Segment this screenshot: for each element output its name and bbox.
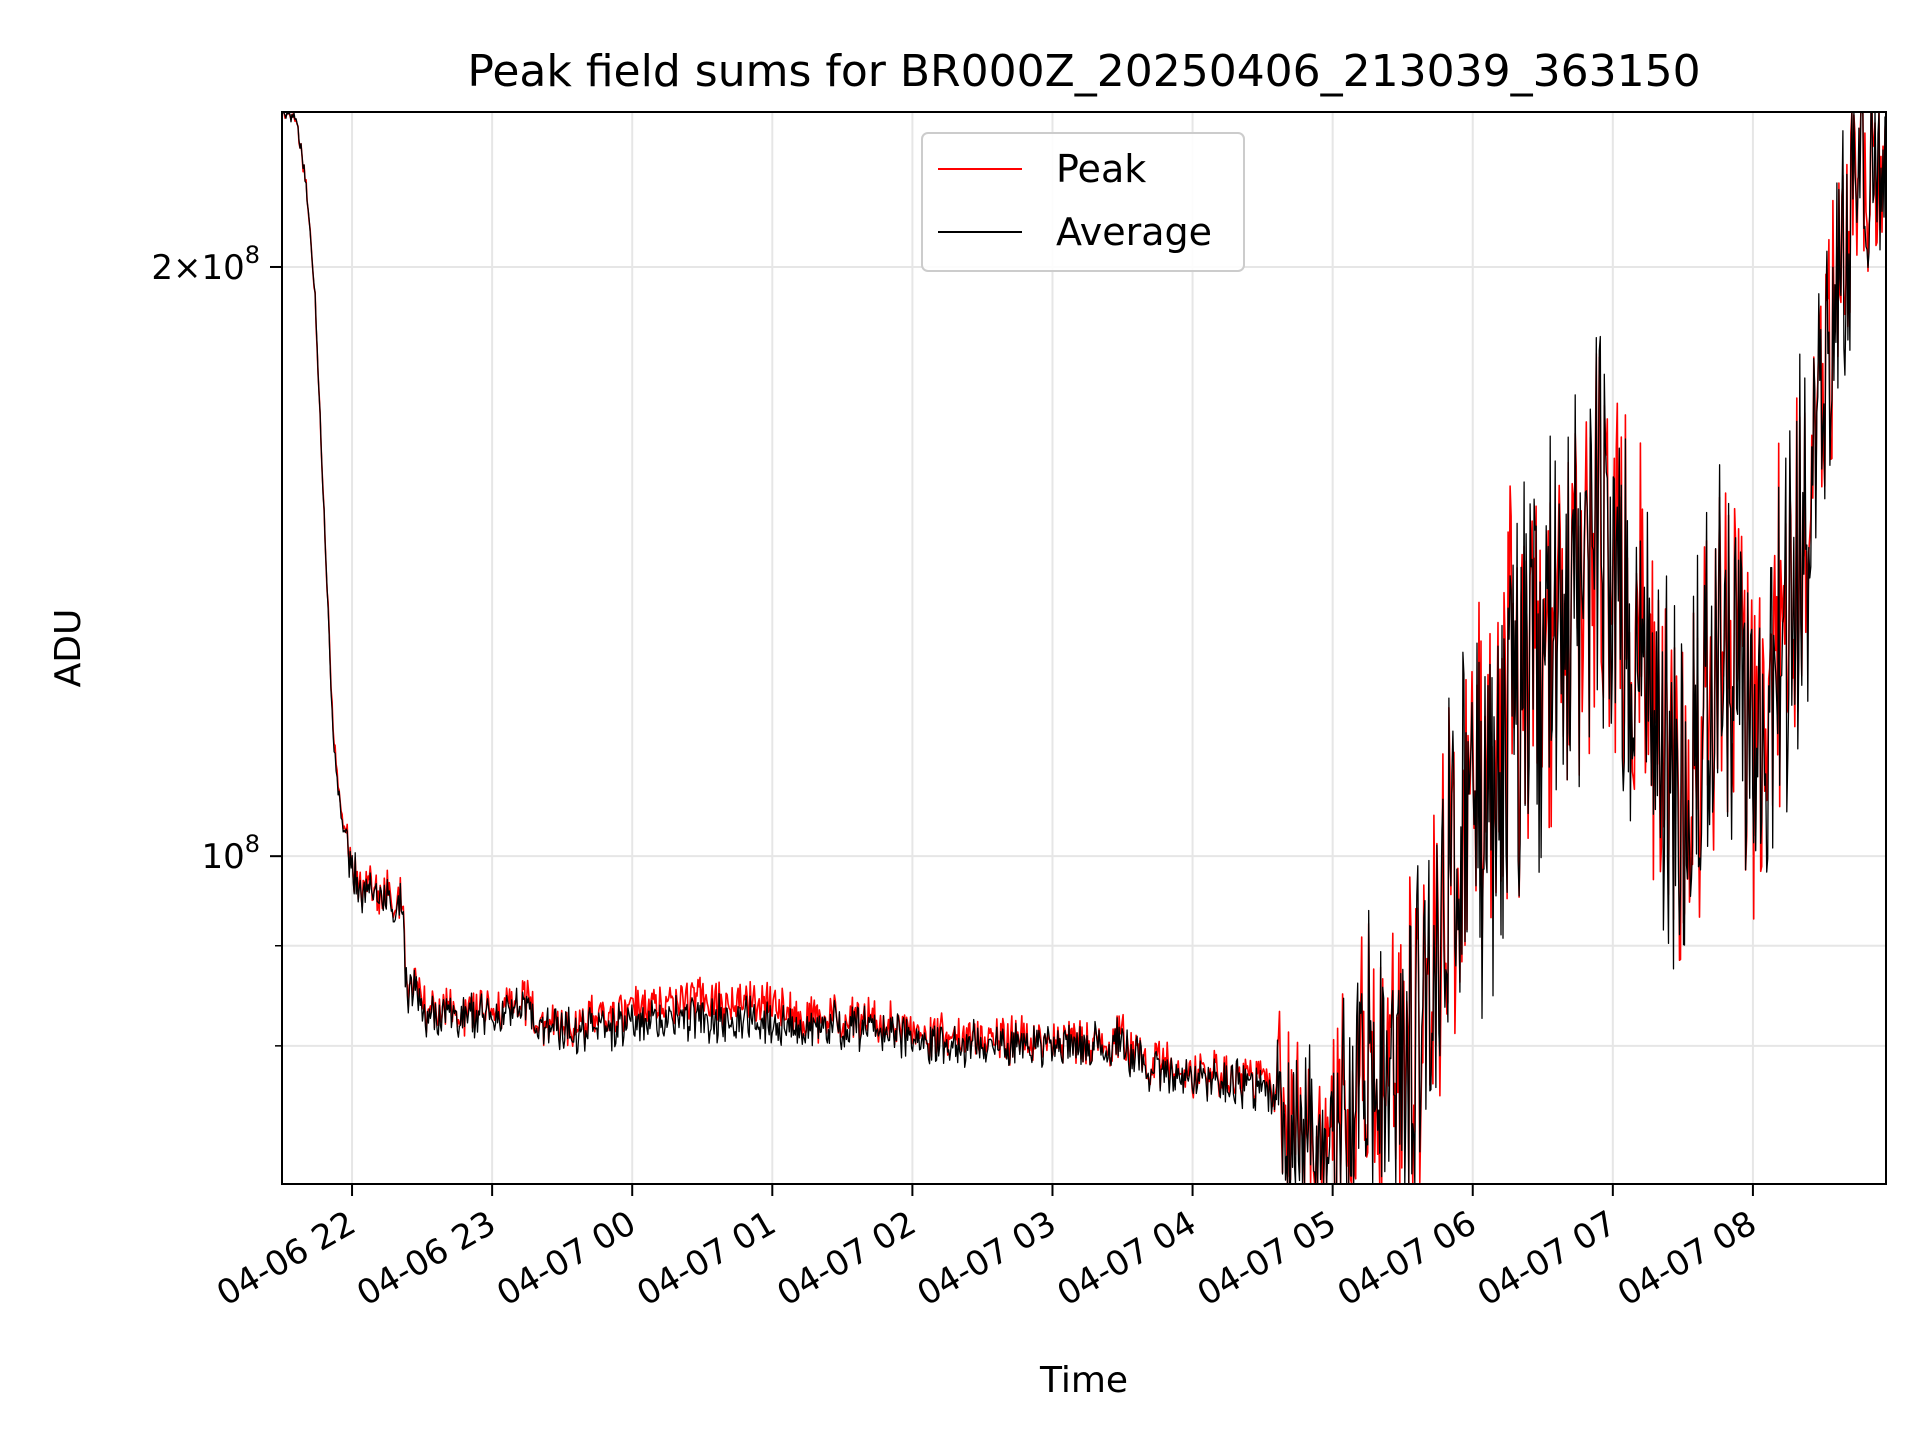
y-tick-times: × (173, 248, 202, 288)
y-tick-base: 10 (201, 248, 244, 288)
legend-peak-label: Peak (1056, 147, 1146, 191)
y-tick-base: 10 (201, 837, 244, 877)
legend-average-label: Average (1056, 210, 1212, 254)
series-layer (282, 111, 1887, 1185)
y-axis-label: ADU (48, 609, 89, 688)
legend: Peak Average (921, 132, 1245, 272)
y-tick-exponent: 8 (245, 241, 260, 269)
x-axis-label: Time (1039, 1360, 1128, 1401)
plot-frame (281, 111, 1887, 1185)
y-tick-label: 108 (201, 830, 260, 877)
y-tick-exponent: 8 (245, 830, 260, 858)
chart-title: Peak field sums for BR000Z_20250406_2130… (467, 46, 1700, 97)
legend-box (921, 132, 1245, 272)
y-tick-label: 2×108 (151, 241, 260, 288)
y-tick-mantissa: 2 (151, 248, 173, 288)
series-line-average (282, 111, 1887, 1185)
